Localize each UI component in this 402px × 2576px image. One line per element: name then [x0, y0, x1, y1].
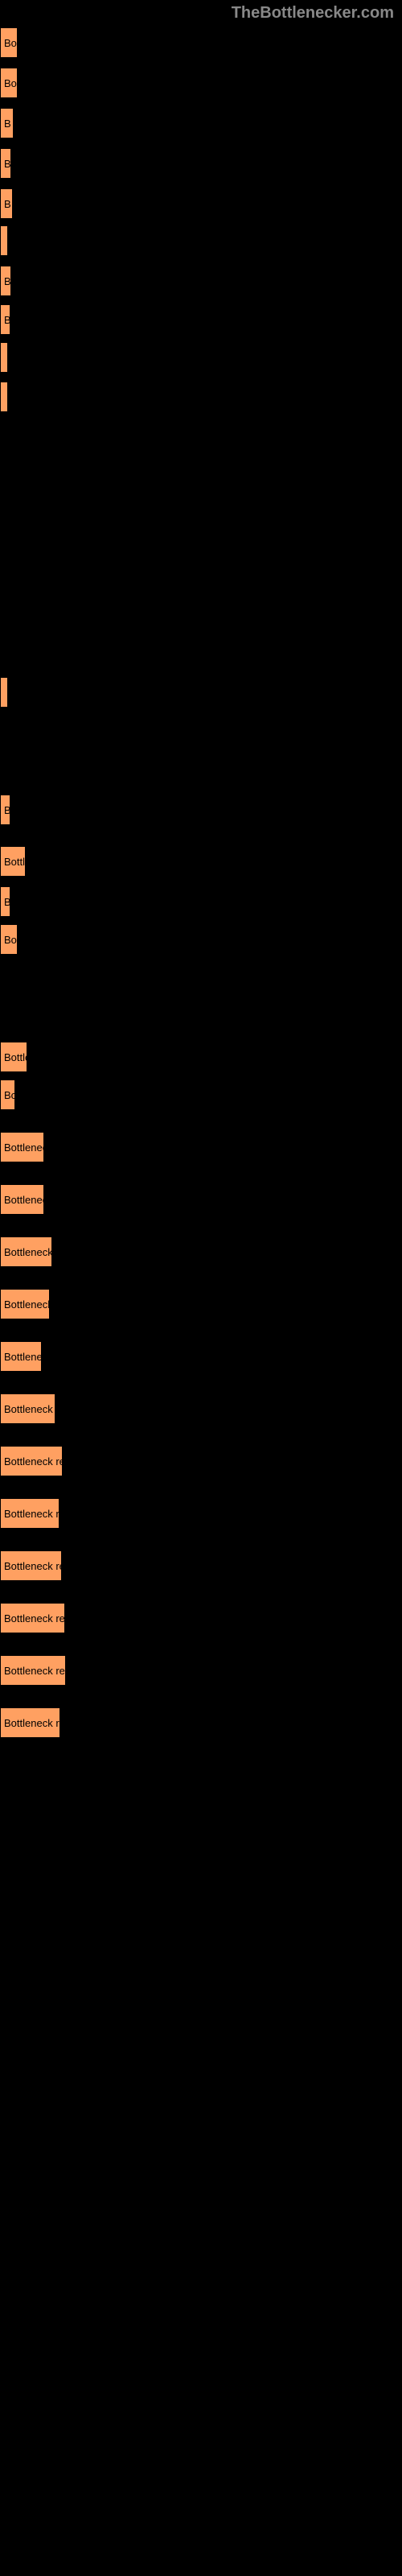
bar: Bottleneck r [0, 1289, 50, 1319]
bar-row: Bottle [0, 846, 26, 877]
bar: Bottleneck [0, 1341, 42, 1372]
bar-row: B [0, 795, 10, 825]
bar: B [0, 188, 13, 219]
bar: B [0, 108, 14, 138]
bar-row: Bottle [0, 1042, 27, 1072]
bar: Bottleneck resul [0, 1550, 62, 1581]
bar-row: Bottleneck res [0, 1236, 52, 1267]
bar: Bot [0, 924, 18, 955]
bar-row: Bo [0, 27, 18, 58]
bar-row: Bottleneck result [0, 1603, 65, 1633]
bar-row [0, 225, 8, 256]
bar: Bottleneck [0, 1184, 44, 1215]
bar: Bottleneck result [0, 1603, 65, 1633]
bar-row: B [0, 886, 10, 917]
bar-row: Bottleneck [0, 1184, 44, 1215]
bar: Bo [0, 27, 18, 58]
bar: Bottleneck res [0, 1236, 52, 1267]
bar-row: B [0, 108, 14, 138]
bar: Bottleneck resu [0, 1498, 59, 1529]
bar-row: Bottleneck [0, 1132, 44, 1162]
bar-row: Bottleneck r [0, 1289, 50, 1319]
bar-row [0, 382, 8, 412]
bar-row: Bottleneck results [0, 1655, 66, 1686]
bar: Bottleneck resul [0, 1446, 63, 1476]
bar: Bo [0, 68, 18, 98]
bar: Bottle [0, 846, 26, 877]
bar-row: B [0, 304, 10, 335]
bar-row: B [0, 266, 11, 296]
bar-row: Bo [0, 68, 18, 98]
bar-row: B [0, 188, 13, 219]
bar: B [0, 148, 11, 179]
bar: Bottleneck res [0, 1393, 55, 1424]
bar-row: Bot [0, 924, 18, 955]
bar-row: B [0, 148, 11, 179]
bar-row: Bottleneck resul [0, 1446, 63, 1476]
bar: B [0, 886, 10, 917]
bar: Bottle [0, 1042, 27, 1072]
bar: Bo [0, 1080, 15, 1110]
bar: Bottleneck results [0, 1655, 66, 1686]
bar-row: Bottleneck res [0, 1393, 55, 1424]
bar-row: Bottleneck resul [0, 1550, 62, 1581]
bar-row [0, 677, 8, 708]
bar: B [0, 795, 10, 825]
watermark: TheBottlenecker.com [232, 4, 394, 23]
bar-row: Bottleneck [0, 1341, 42, 1372]
bar-row [0, 342, 8, 373]
bar: Bottleneck [0, 1132, 44, 1162]
bar [0, 342, 8, 373]
bar [0, 225, 8, 256]
bar: B [0, 304, 10, 335]
bar [0, 382, 8, 412]
bar-chart: BoBoBBBBBBBottleBBotBottleBoBottleneckBo… [0, 0, 402, 2576]
bar: B [0, 266, 11, 296]
bar [0, 677, 8, 708]
bar-row: Bottleneck resu [0, 1707, 60, 1738]
bar: Bottleneck resu [0, 1707, 60, 1738]
bar-row: Bottleneck resu [0, 1498, 59, 1529]
bar-row: Bo [0, 1080, 15, 1110]
